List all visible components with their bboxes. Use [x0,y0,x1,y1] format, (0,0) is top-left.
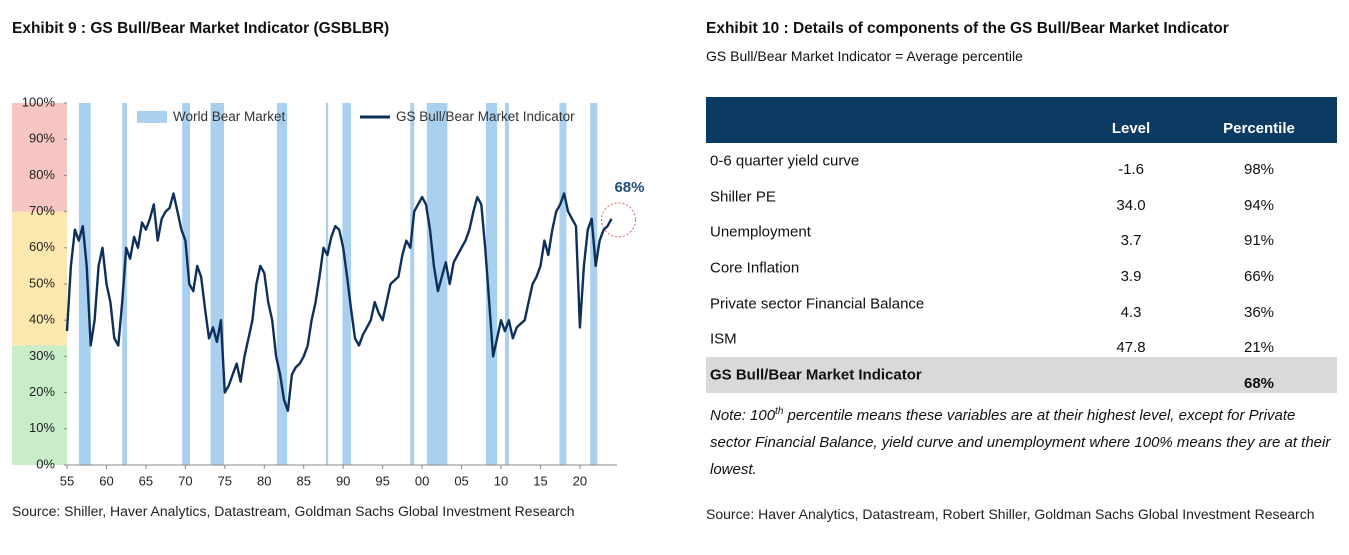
level: 47.8 [1116,339,1146,357]
x-tick-label: 15 [533,473,547,488]
bear-market-band [182,103,191,465]
row-label: Private sector Financial Balance [710,295,925,313]
percentile: 68% [1243,374,1275,392]
column-header: Percentile [1223,120,1295,137]
bear-market-band [410,103,415,465]
y-tick-label: 90% [29,131,55,146]
bear-market-band [325,103,329,465]
bear-market-band [559,103,567,465]
level: 34.0 [1116,196,1146,214]
x-tick-label: 55 [60,473,74,488]
chart-title: Exhibit 9 : GS Bull/Bear Market Indicato… [12,20,390,37]
percentile: 91% [1243,232,1275,250]
x-tick-label: 85 [296,473,310,488]
level: -1.6 [1118,160,1144,178]
bear-market-band [590,103,598,465]
note-text: Note: 100 [710,407,776,424]
chart: 0% 10% 20% 30% 40% 50% 60% 70% 80% 90% 100% 55 60 65 7… [12,94,644,488]
row-label: GS Bull/Bear Market Indicator [710,366,922,384]
column-header: Level [1111,120,1151,137]
y-tick-label: 30% [29,348,55,363]
x-tick-label: 60 [99,473,113,488]
percentile: 21% [1243,339,1275,357]
table-row: Shiller PE 34.0 94% [706,179,1337,215]
y-tick-label: 50% [29,275,55,290]
axis-zone [12,345,67,465]
table-source: Source: Haver Analytics, Datastream, Rob… [706,506,1315,522]
annotation-label: 68% [614,179,644,196]
y-tick-label: 10% [29,420,55,435]
note-text: percentile means these variables are at … [710,407,1331,478]
legend-label: World Bear Market [173,109,286,124]
level: 3.7 [1120,232,1142,250]
indicator-line [65,192,613,412]
x-tick-label: 65 [139,473,153,488]
bear-market-band [486,103,498,465]
y-tick-label: 80% [29,167,55,182]
x-tick-label: 00 [415,473,429,488]
y-tick-label: 40% [29,312,55,327]
table: Level Percentile 0-6 quarter yield curve… [706,97,1337,393]
x-tick-label: 95 [375,473,389,488]
legend-label: GS Bull/Bear Market Indicator [396,109,575,124]
x-tick-label: 70 [178,473,192,488]
y-tick-label: 100% [22,94,56,109]
table-row: Core Inflation 3.9 66% [706,250,1337,286]
level: 4.3 [1120,303,1142,321]
x-tick-label: 75 [218,473,232,488]
table-title: Exhibit 10 : Details of components of th… [706,20,1229,37]
axis-zone [12,211,67,346]
percentile: 36% [1243,303,1275,321]
percentile: 98% [1243,160,1275,178]
y-tick-label: 0% [36,456,55,471]
row-label: Unemployment [710,223,811,241]
level: 3.9 [1120,267,1142,285]
table-row: Unemployment 3.7 91% [706,214,1337,250]
row-label: 0-6 quarter yield curve [710,152,860,170]
bear-market-band [504,103,509,465]
x-tick-label: 10 [494,473,508,488]
x-tick-label: 05 [454,473,468,488]
table-row: Private sector Financial Balance 4.3 36% [706,286,1337,322]
row-label: Shiller PE [710,188,776,206]
y-tick-label: 70% [29,203,55,218]
x-tick-label: 20 [573,473,587,488]
table-row: GS Bull/Bear Market Indicator 68% [706,357,1337,393]
bear-market-band [342,103,352,465]
x-tick-label: 80 [257,473,271,488]
bear-market-band [78,103,91,465]
row-label: ISM [710,330,737,348]
annotation-circle [600,202,636,238]
note-sup: th [775,406,784,417]
y-tick-label: 60% [29,239,55,254]
legend-swatch [137,111,167,123]
percentile: 66% [1243,267,1275,285]
table-note: Note: 100th percentile means these varia… [710,398,1335,483]
table-row: ISM 47.8 21% [706,321,1337,357]
row-label: Core Inflation [710,259,800,277]
axis-zone [12,103,67,212]
table-row: 0-6 quarter yield curve -1.6 98% [706,143,1337,179]
percentile: 94% [1243,196,1275,214]
x-tick-label: 90 [336,473,350,488]
bear-market-band [276,103,288,465]
y-tick-label: 20% [29,384,55,399]
table-subtitle: GS Bull/Bear Market Indicator = Average … [706,48,1023,64]
bear-market-band [210,103,225,465]
chart-source: Source: Shiller, Haver Analytics, Datast… [12,503,575,519]
table-header: Level Percentile [706,97,1337,143]
